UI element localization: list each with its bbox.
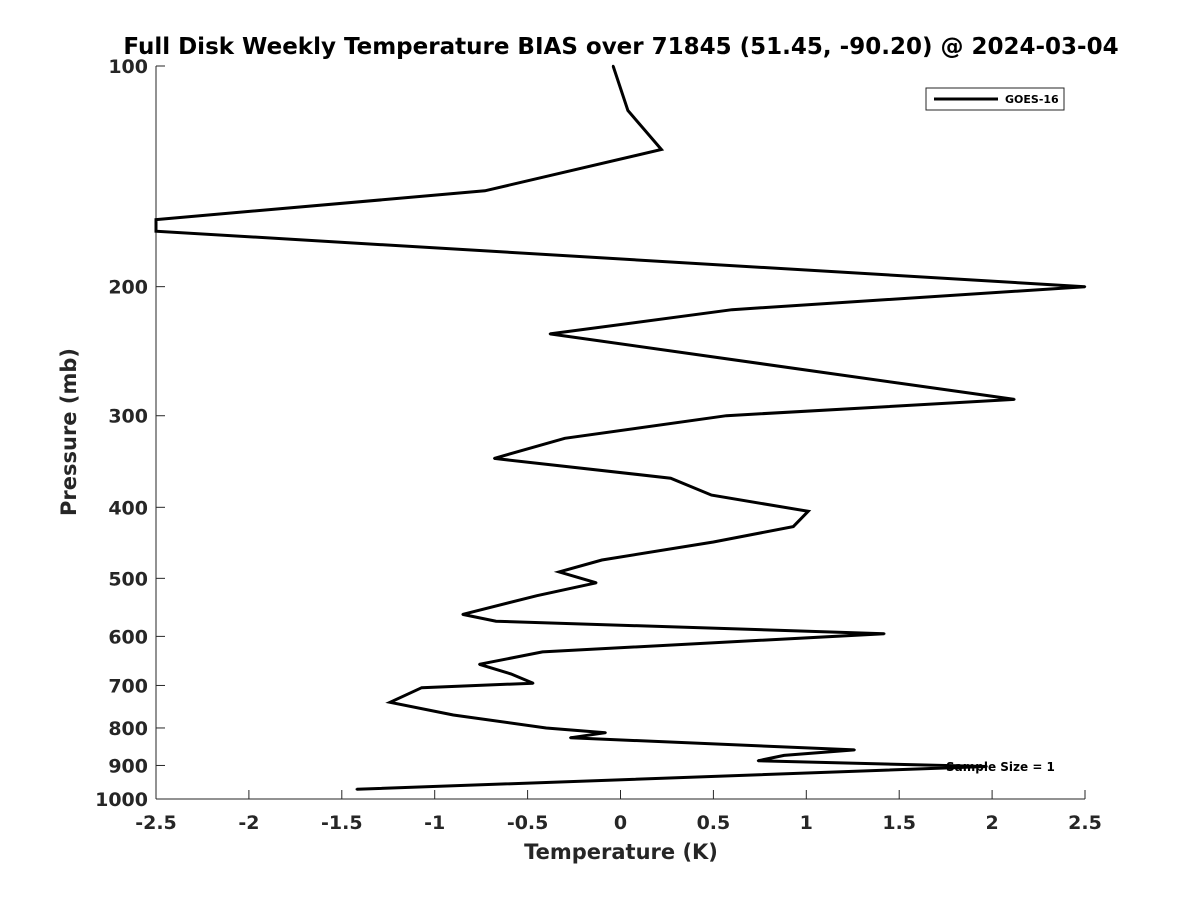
data-point [420,686,423,689]
x-tick-label: 2.5 [1068,812,1102,834]
data-point [569,736,572,739]
data-point [509,672,513,676]
data-point [782,754,786,757]
plot-area [156,66,1085,799]
data-point [541,650,544,654]
data-point [604,731,607,734]
data-point [883,632,886,635]
data-point [355,788,358,791]
data-point [792,525,795,528]
data-point [1083,285,1087,288]
y-tick-label: 600 [108,626,148,648]
data-point [710,493,713,497]
x-axis-label: Temperature (K) [524,840,718,864]
data-point [478,663,481,666]
x-tick-label: -2.5 [135,812,177,834]
y-tick-label: 1000 [95,789,148,811]
x-tick-label: -0.5 [507,812,549,834]
data-point [154,218,158,221]
data-point [563,437,566,440]
y-tick-label: 300 [108,406,148,428]
y-tick-label: 500 [108,568,148,590]
x-tick-label: -1.5 [321,812,363,834]
data-point [558,570,561,574]
data-point [730,308,734,311]
data-point [660,148,663,151]
data-point [807,510,810,513]
data-point [532,682,535,685]
x-tick-label: 1.5 [882,812,916,834]
data-point [461,613,464,616]
data-point [756,759,760,762]
data-point [154,230,158,233]
series-line-goes-16 [154,65,1086,791]
data-point [725,414,728,417]
series-points [154,64,1087,791]
y-axis: 100 200 300 400 500 600 700 800 900 1000 [95,56,165,811]
data-point [626,109,630,112]
x-tick-label: 0 [614,812,627,834]
data-point [669,477,672,480]
x-tick-label: 1 [800,812,813,834]
y-tick-label: 700 [108,675,148,697]
y-tick-label: 100 [108,56,148,78]
data-point [1013,398,1016,401]
y-tick-label: 200 [108,277,148,299]
x-tick-label: -2 [238,812,259,834]
data-point [493,457,496,460]
sample-size-annotation: Sample Size = 1 [946,760,1055,774]
y-tick-label: 900 [108,755,148,777]
x-tick-label: 2 [985,812,998,834]
data-point [600,558,604,562]
legend-label-goes-16: GOES-16 [1005,93,1059,106]
data-point [535,594,539,597]
x-axis: -2.5 -2 -1.5 -1 -0.5 0 0.5 1 1.5 2 2.5 [135,790,1102,834]
data-point [548,332,552,336]
chart-title: Full Disk Weekly Temperature BIAS over 7… [123,34,1118,60]
data-point [545,726,548,730]
data-point [452,713,455,717]
data-point [853,748,856,752]
data-point [494,620,498,623]
y-axis-label: Pressure (mb) [57,348,81,516]
x-tick-label: 0.5 [697,812,731,834]
legend: GOES-16 [925,87,1065,111]
data-point [483,189,487,192]
y-tick-label: 400 [108,497,148,519]
data-point [985,765,988,768]
data-point [595,581,598,584]
data-point [611,64,615,68]
x-tick-label: -1 [424,812,445,834]
data-point [712,540,715,544]
y-tick-label: 800 [108,718,148,740]
data-point [388,701,392,704]
